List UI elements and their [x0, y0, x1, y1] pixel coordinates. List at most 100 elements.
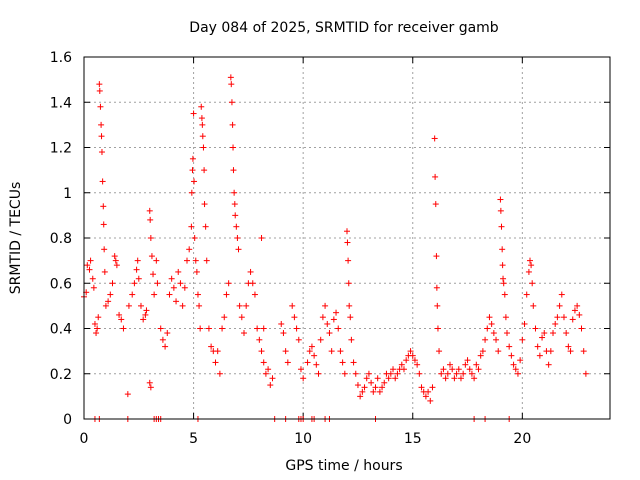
data-point [536, 352, 543, 359]
data-point [385, 375, 392, 382]
data-point [95, 314, 102, 321]
data-point [260, 325, 267, 332]
y-tick-label: 0.4 [50, 322, 72, 338]
data-point [256, 336, 263, 343]
data-point [212, 359, 219, 366]
x-tick-label: 5 [189, 431, 198, 447]
data-point [227, 74, 234, 81]
data-point [90, 284, 97, 291]
data-point [486, 314, 493, 321]
series-SRMTID [81, 74, 589, 404]
data-point [440, 366, 447, 373]
data-point [154, 280, 161, 287]
data-point [129, 291, 136, 298]
data-point [372, 384, 379, 391]
data-point [265, 366, 272, 373]
data-point [216, 370, 223, 377]
data-point [569, 316, 576, 323]
data-point [96, 87, 103, 94]
data-point [361, 384, 368, 391]
data-point [100, 203, 107, 210]
data-point [191, 178, 198, 185]
data-point [497, 207, 504, 214]
data-point [192, 257, 199, 264]
axis-ticks: 0 0.2 0.4 0.6 0.8 1 1.2 1.4 1.6 0 5 10 15 20 [50, 50, 610, 447]
data-point [319, 314, 326, 321]
data-point [120, 325, 127, 332]
data-point [582, 370, 589, 377]
data-point [113, 262, 120, 269]
data-point [193, 268, 200, 275]
data-point [347, 314, 354, 321]
data-point [147, 216, 154, 223]
data-point [311, 352, 318, 359]
data-point [464, 357, 471, 364]
data-point [164, 330, 171, 337]
data-point [240, 330, 247, 337]
data-point [147, 384, 154, 391]
data-point [411, 357, 418, 364]
plot-frame [83, 56, 611, 420]
y-tick-label: 0.2 [50, 367, 72, 383]
data-point [177, 280, 184, 287]
data-point [556, 302, 563, 309]
data-point [354, 382, 361, 389]
data-point [199, 133, 206, 140]
data-point [554, 314, 561, 321]
data-point [558, 291, 565, 298]
data-point [173, 298, 180, 305]
data-point [197, 325, 204, 332]
data-point [124, 391, 131, 398]
data-point [289, 302, 296, 309]
data-point [235, 246, 242, 253]
data-point [135, 275, 142, 282]
data-point [105, 298, 112, 305]
data-point [328, 348, 335, 355]
data-point [191, 235, 198, 241]
data-point [86, 266, 93, 273]
data-point [501, 291, 508, 298]
data-point [400, 366, 407, 373]
data-point [142, 311, 149, 318]
data-point [466, 366, 473, 373]
data-point [545, 361, 552, 368]
data-point [146, 379, 153, 386]
data-point [357, 393, 364, 400]
data-point [100, 221, 107, 228]
data-point [434, 325, 441, 332]
data-point [170, 284, 177, 291]
data-point [179, 302, 186, 309]
data-point [231, 201, 238, 208]
data-point [137, 302, 144, 309]
data-point [101, 246, 108, 253]
data-point [118, 316, 125, 323]
x-tick-label: 10 [294, 431, 312, 447]
y-tick-label: 0 [63, 412, 72, 428]
y-tick-label: 0.6 [50, 276, 72, 292]
data-point [238, 314, 245, 321]
data-point [297, 366, 304, 373]
data-point [523, 291, 530, 298]
data-point [148, 253, 155, 260]
data-point [363, 375, 370, 382]
data-point [295, 336, 302, 343]
data-point [348, 336, 355, 343]
data-point [98, 121, 105, 128]
data-point [387, 370, 394, 377]
data-point [198, 115, 205, 122]
data-point [499, 246, 506, 253]
data-point [541, 330, 548, 337]
data-point [140, 316, 147, 323]
y-axis-label: SRMTID / TECUs [8, 182, 24, 295]
data-point [398, 361, 405, 368]
y-tick-label: 1.2 [50, 141, 72, 157]
data-point [502, 314, 509, 321]
data-point [488, 320, 495, 327]
data-point [432, 201, 439, 208]
data-point [200, 144, 207, 151]
data-point [368, 379, 375, 386]
data-point [429, 384, 436, 391]
data-point [181, 284, 188, 291]
data-point [392, 375, 399, 382]
data-point [131, 280, 138, 287]
